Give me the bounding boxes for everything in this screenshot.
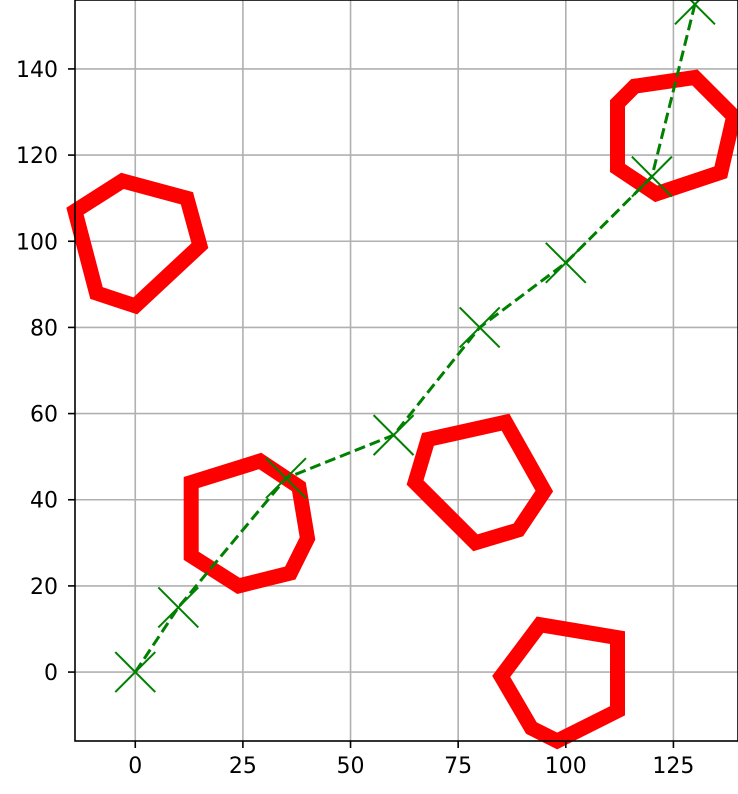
y-tick-label: 0 [44, 661, 58, 686]
x-marker [458, 306, 501, 349]
x-tick-label: 50 [337, 754, 365, 779]
y-tick-label: 120 [16, 144, 58, 169]
y-tick-label: 140 [16, 58, 58, 83]
x-marker [631, 155, 673, 198]
x-marker-stroke [545, 242, 587, 284]
x-marker [372, 414, 415, 456]
red-polygon [66, 172, 209, 315]
red-polygon [406, 413, 554, 552]
tick-layer: 0 25 50 75 100 125 0 20 40 60 80 100 120 140 [16, 58, 694, 779]
x-marker-stroke [372, 414, 415, 456]
y-tick-label: 80 [30, 316, 58, 341]
x-tick-label: 75 [444, 754, 472, 779]
x-marker [114, 651, 156, 693]
y-tick-label: 40 [30, 489, 58, 514]
x-marker-stroke [631, 155, 673, 198]
x-tick-label: 0 [128, 754, 142, 779]
x-marker-stroke [157, 586, 200, 629]
y-tick-label: 20 [30, 575, 58, 600]
x-marker [545, 242, 587, 284]
x-marker-stroke [114, 651, 156, 693]
red-polygon [610, 69, 738, 203]
y-tick-label: 60 [30, 403, 58, 428]
x-marker [265, 457, 307, 499]
x-marker [674, 0, 716, 26]
x-marker-stroke [458, 306, 501, 349]
x-marker-stroke [265, 457, 307, 499]
plot-frame [74, 0, 738, 742]
y-tick-label: 100 [16, 230, 58, 255]
series-layer [114, 0, 716, 693]
red-polygon [183, 452, 316, 594]
plot-background [75, 0, 738, 741]
x-tick-label: 125 [652, 754, 694, 779]
x-tick-label: 25 [229, 754, 257, 779]
grid-layer [75, 0, 738, 741]
x-marker-stroke [674, 0, 701, 26]
x-marker [157, 586, 200, 629]
x-tick-label: 100 [545, 754, 587, 779]
